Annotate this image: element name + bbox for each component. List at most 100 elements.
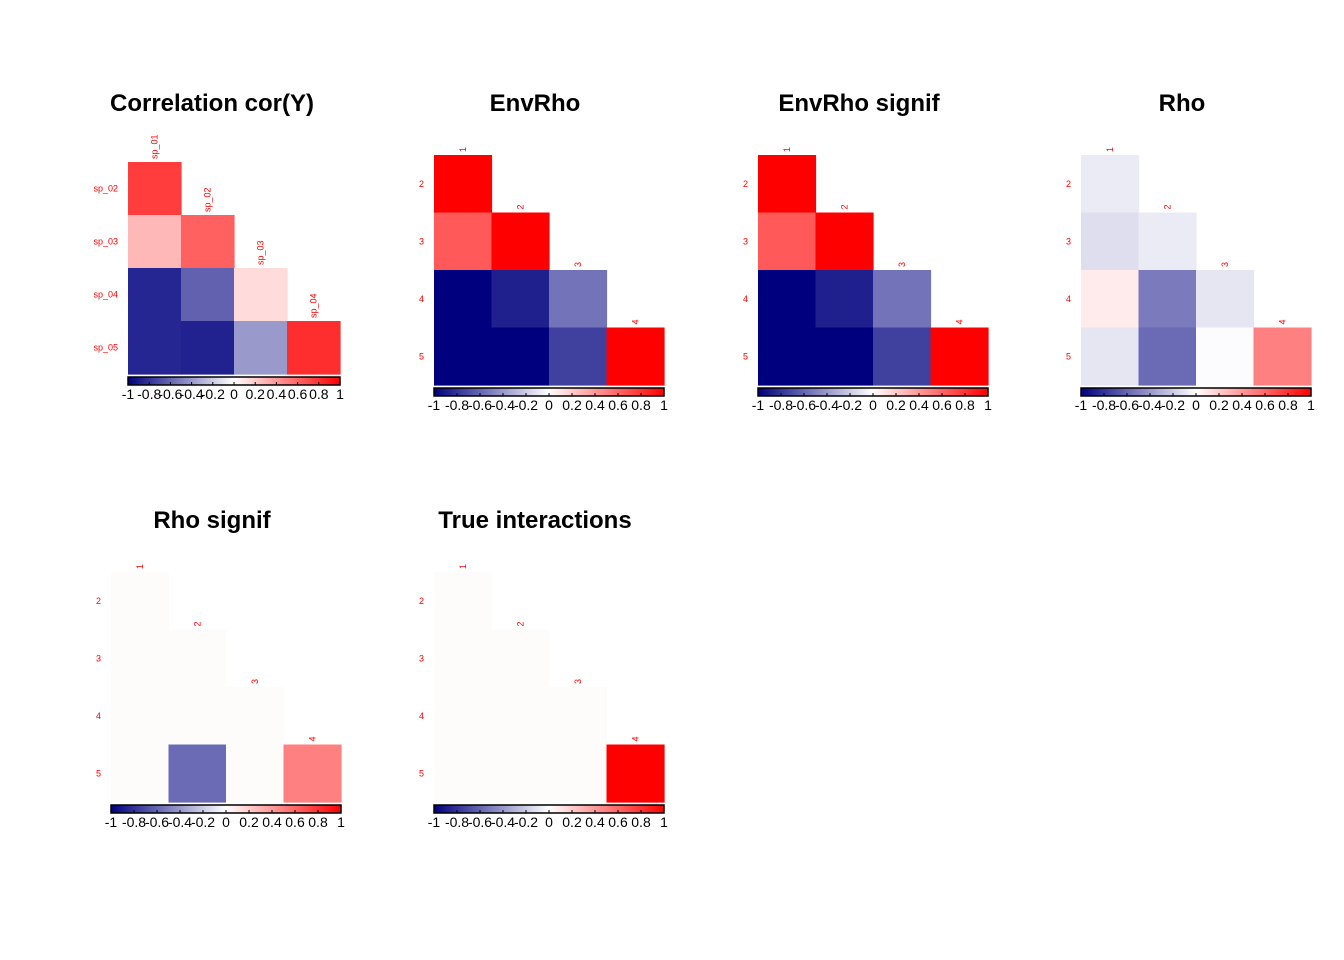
colorbar-tick-label: -0.6 [158,386,182,402]
colorbar-tick-label: -0.4 [1138,397,1162,413]
column-label: 1 [458,147,468,152]
panel-title: Correlation cor(Y) [109,90,315,117]
colorbar-tick-label: 0.8 [955,397,975,413]
heatmap-cell [758,155,817,214]
colorbar-tick-label: 0.4 [585,814,605,830]
row-label: sp_02 [93,184,118,194]
heatmap-cell [111,572,170,631]
heatmap-cell [549,744,608,803]
colorbar-tick-label: 0.8 [308,814,328,830]
colorbar-tick-label: -0.2 [514,814,538,830]
column-label: 3 [1220,262,1230,267]
heatmap-cell [1081,270,1140,329]
heatmap-cell [758,212,817,271]
row-label: 5 [419,768,424,778]
row-label: 2 [419,179,424,189]
heatmap-cell [234,268,288,322]
colorbar-tick-label: -0.4 [815,397,839,413]
heatmap-cells [434,572,665,803]
heatmap-cell [491,687,550,746]
panel-title: EnvRho signif [778,90,940,117]
heatmap-cell [434,155,493,214]
row-label: 5 [419,351,424,361]
colorbar-tick-label: 0.4 [267,386,287,402]
colorbar-tick-label: 0.8 [631,814,651,830]
colorbar-tick-label: -0.8 [137,386,161,402]
colorbar-tick-label: 0.2 [239,814,259,830]
column-label: sp_03 [256,240,266,265]
heatmap-svg: 2 3 4 5 1 2 3 4 -1 -0.8-0.6-0.4-0.2 0 0.2 0.4 0.6 0.8 1 [419,564,668,830]
row-label: 2 [96,596,101,606]
heatmap-cell [1081,212,1140,271]
heatmap-cells [758,155,989,386]
heatmap-cell [549,270,608,329]
heatmap-cell [491,327,550,386]
row-label: 5 [743,351,748,361]
heatmap-cell [111,629,170,688]
colorbar-tick-label: -0.4 [168,814,192,830]
colorbar-tick-label: -1 [122,386,135,402]
column-label: 3 [573,262,583,267]
heatmap-cell [1081,327,1140,386]
row-label: 5 [1066,351,1071,361]
colorbar-tick-label: 0.6 [608,814,628,830]
heatmap-cell [283,744,342,803]
heatmap-cell [181,215,235,269]
heatmap-cell [1138,212,1197,271]
colorbar-tick-label: -0.4 [180,386,204,402]
row-label: 2 [1066,179,1071,189]
row-label: 2 [419,596,424,606]
column-label: 2 [515,621,525,626]
heatmap-cell [873,327,932,386]
heatmap-cell [128,268,182,322]
heatmap-cell [234,321,288,375]
heatmap-cells [1081,155,1312,386]
colorbar-tick-label: 1 [660,397,668,413]
panel-true-interactions: True interactions 2 3 4 5 1 2 3 4 -1 -0.8 -0.6 -0.4… [385,501,685,841]
colorbar-tick-label: 0.8 [1278,397,1298,413]
colorbar-tick-label: -0.8 [769,397,793,413]
colorbar-tick-label: 0 [222,814,230,830]
heatmap-cell [168,744,227,803]
colorbar-tick-label: 1 [1307,397,1315,413]
heatmap-cell [873,270,932,329]
row-label: 4 [96,711,101,721]
colorbar-tick-label: -0.8 [122,814,146,830]
column-label: 1 [135,564,145,569]
colorbar-tick-label: -0.8 [445,397,469,413]
row-label: 3 [1066,236,1071,246]
colorbar-tick-label: 0.6 [932,397,952,413]
heatmap-cell [287,321,341,375]
heatmap-cell [758,327,817,386]
heatmap-cell [1138,327,1197,386]
heatmap-cell [606,327,665,386]
heatmap-cell [758,270,817,329]
panel-rho: Rho 2 3 4 5 1 2 3 4 -1 -0.8 -0.6 -0.4 -0.2 0 0.2 0.4 0.6… [1032,84,1332,424]
row-label: 4 [1066,294,1071,304]
heatmap-cell [1196,327,1255,386]
colorbar-tick-label: 0.6 [288,386,308,402]
row-label: 4 [743,294,748,304]
heatmap-cell [549,327,608,386]
heatmap-cell [434,572,493,631]
heatmap-cell [815,327,874,386]
column-label: sp_01 [150,134,160,159]
colorbar-tick-label: -1 [428,814,441,830]
column-label: 3 [573,679,583,684]
colorbar-tick-label: 1 [984,397,992,413]
heatmap-cell [434,327,493,386]
row-label: 3 [96,653,101,663]
colorbar-tick-label: -1 [752,397,765,413]
column-label: 4 [307,736,317,741]
column-label: 2 [839,204,849,209]
colorbar-tick-label: 1 [336,386,344,402]
heatmap-cell [815,212,874,271]
heatmap-cell [491,270,550,329]
heatmap-cell [168,687,227,746]
heatmap-cell [226,744,285,803]
colorbar-tick-label: 0.4 [909,397,929,413]
colorbar-tick-label: -0.6 [145,814,169,830]
heatmap-cell [1138,270,1197,329]
colorbar-tick-label: 0 [1192,397,1200,413]
